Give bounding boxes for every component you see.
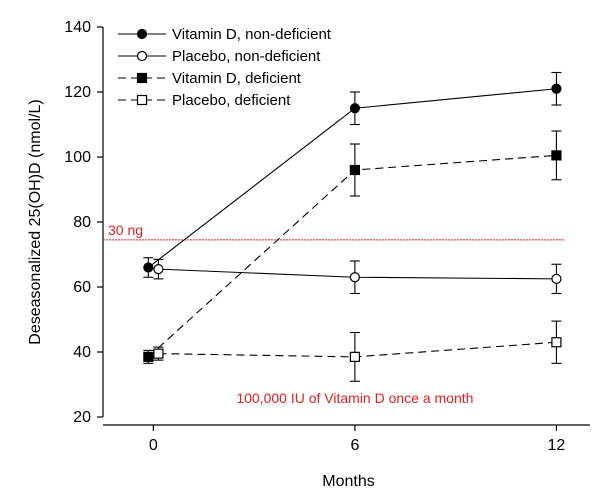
legend-label: Vitamin D, deficient [172, 70, 302, 87]
y-tick-label: 80 [73, 214, 91, 231]
legend-marker [136, 94, 148, 106]
data-point [153, 348, 164, 359]
x-tick-label: 6 [350, 437, 359, 454]
reference-line-label: 30 ng [108, 222, 143, 238]
legend-label: Placebo, non-deficient [172, 48, 321, 65]
x-axis-title: Months [322, 473, 374, 490]
data-point [349, 272, 360, 283]
series-line [148, 88, 557, 268]
legend-item-0: Vitamin D, non-deficient [118, 26, 332, 43]
y-tick-label: 120 [64, 84, 91, 101]
y-tick-label: 60 [73, 279, 91, 296]
legend-marker [136, 28, 148, 40]
data-point [349, 103, 360, 114]
y-axis-title: Deseasonalized 25(OH)D (nmol/L) [27, 99, 44, 344]
series-3 [153, 320, 562, 382]
legend-label: Vitamin D, non-deficient [172, 26, 332, 43]
series-2 [143, 130, 562, 364]
axes: 20 40 60 80 100 120 140 0 6 12 [64, 19, 590, 454]
series-0 [143, 71, 562, 278]
legend-item-3: Placebo, deficient [118, 92, 291, 109]
y-tick-label: 100 [64, 149, 91, 166]
series-1 [153, 258, 562, 295]
x-tick-label: 0 [149, 437, 158, 454]
data-point [349, 351, 360, 362]
data-point [153, 264, 164, 275]
legend-marker [136, 50, 148, 62]
series-group [143, 71, 562, 382]
data-point [551, 83, 562, 94]
y-tick-label: 40 [73, 344, 91, 361]
legend-item-1: Placebo, non-deficient [118, 48, 321, 65]
data-point [551, 337, 562, 348]
y-tick-label: 20 [73, 409, 91, 426]
data-point [143, 262, 154, 273]
x-tick-label: 12 [548, 437, 566, 454]
legend-marker [136, 72, 148, 84]
legend-item-2: Vitamin D, deficient [118, 70, 302, 87]
reference-line-group: 30 ng [103, 222, 565, 241]
data-point [349, 164, 360, 176]
y-tick-label: 140 [64, 19, 91, 36]
annotation-text: 100,000 IU of Vitamin D once a month [236, 390, 473, 406]
legend: Vitamin D, non-deficient Placebo, non-def… [118, 26, 332, 109]
data-point [551, 150, 562, 161]
legend-label: Placebo, deficient [172, 92, 291, 109]
data-point [143, 351, 154, 362]
series-line [147, 154, 557, 358]
data-point [551, 273, 562, 284]
